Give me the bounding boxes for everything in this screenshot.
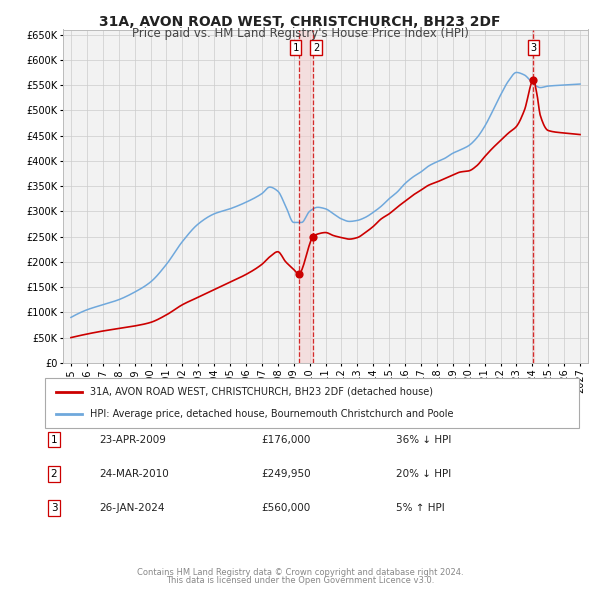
Text: 1: 1 <box>293 43 299 53</box>
Point <box>308 232 318 241</box>
Text: 1: 1 <box>50 435 58 444</box>
Bar <box>533 30 534 363</box>
Text: 3: 3 <box>50 503 58 513</box>
Text: 31A, AVON ROAD WEST, CHRISTCHURCH, BH23 2DF (detached house): 31A, AVON ROAD WEST, CHRISTCHURCH, BH23 … <box>91 386 433 396</box>
Point <box>294 269 304 278</box>
Text: £176,000: £176,000 <box>261 435 310 444</box>
Text: Contains HM Land Registry data © Crown copyright and database right 2024.: Contains HM Land Registry data © Crown c… <box>137 568 463 577</box>
Bar <box>299 30 313 363</box>
Text: HPI: Average price, detached house, Bournemouth Christchurch and Poole: HPI: Average price, detached house, Bour… <box>91 409 454 419</box>
Point <box>529 76 538 85</box>
Text: 23-APR-2009: 23-APR-2009 <box>99 435 166 444</box>
Text: 26-JAN-2024: 26-JAN-2024 <box>99 503 164 513</box>
Text: £560,000: £560,000 <box>261 503 310 513</box>
Text: £249,950: £249,950 <box>261 469 311 478</box>
Text: 24-MAR-2010: 24-MAR-2010 <box>99 469 169 478</box>
Text: This data is licensed under the Open Government Licence v3.0.: This data is licensed under the Open Gov… <box>166 576 434 585</box>
Text: 2: 2 <box>313 43 319 53</box>
Text: 36% ↓ HPI: 36% ↓ HPI <box>396 435 451 444</box>
Text: 5% ↑ HPI: 5% ↑ HPI <box>396 503 445 513</box>
Text: 2: 2 <box>50 469 58 478</box>
Text: Price paid vs. HM Land Registry's House Price Index (HPI): Price paid vs. HM Land Registry's House … <box>131 27 469 40</box>
Text: 31A, AVON ROAD WEST, CHRISTCHURCH, BH23 2DF: 31A, AVON ROAD WEST, CHRISTCHURCH, BH23 … <box>99 15 501 29</box>
Text: 3: 3 <box>530 43 536 53</box>
FancyBboxPatch shape <box>45 378 579 428</box>
Text: 20% ↓ HPI: 20% ↓ HPI <box>396 469 451 478</box>
